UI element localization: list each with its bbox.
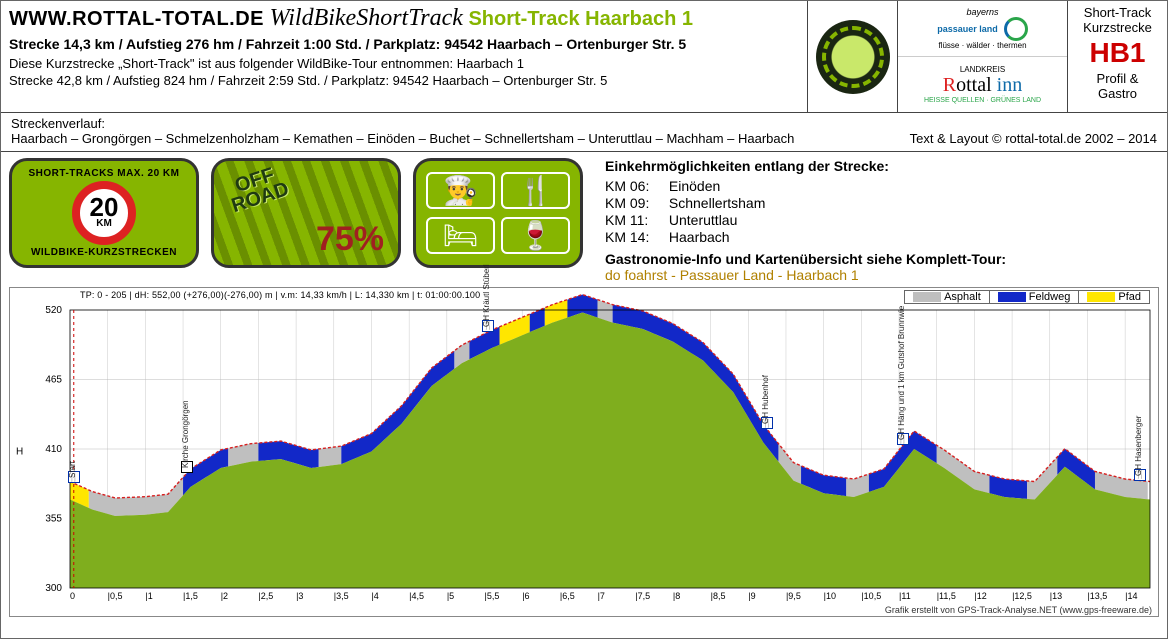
badge-20km: SHORT-TRACKS MAX. 20 KM 20 KM WILDBIKE-K…	[9, 158, 199, 268]
brand-script: WildBikeShortTrack	[270, 5, 463, 31]
svg-text:|7: |7	[598, 591, 605, 601]
svg-text:|14: |14	[1125, 591, 1137, 601]
gastro-row: KM 14: Haarbach	[605, 229, 1159, 245]
bed-icon: 🛏	[426, 217, 495, 254]
svg-text:|7,5: |7,5	[635, 591, 650, 601]
gastro-row: KM 09: Schnellertsham	[605, 195, 1159, 211]
partner2-line3: HEISSE QUELLEN · GRÜNES LAND	[924, 97, 1041, 104]
svg-text:|3,5: |3,5	[334, 591, 349, 601]
svg-text:|10: |10	[824, 591, 836, 601]
track-code: HB1	[1072, 37, 1163, 69]
gear-icon	[816, 20, 890, 94]
y-axis-label: H	[16, 447, 23, 458]
svg-text:300: 300	[45, 583, 62, 594]
svg-text:|4,5: |4,5	[409, 591, 424, 601]
wine-icon: 🍷	[501, 217, 570, 254]
route-bar: Streckenverlauf: Haarbach – Grongörgen –…	[1, 113, 1167, 152]
chef-hat-icon: 👨‍🍳	[426, 172, 495, 209]
code-line-a: Short-Track	[1072, 5, 1163, 20]
svg-text:|6: |6	[522, 591, 529, 601]
partner1-line1: bayerns	[966, 7, 998, 17]
gastro-heading: Einkehrmöglichkeiten entlang der Strecke…	[605, 158, 1159, 174]
svg-text:|9: |9	[748, 591, 755, 601]
chart-credit: Grafik erstellt von GPS-Track-Analyse.NE…	[885, 605, 1152, 615]
svg-text:|2,5: |2,5	[258, 591, 273, 601]
svg-text:|11: |11	[899, 591, 911, 601]
waypoint-label: GH Hubenhof	[761, 375, 770, 424]
gastro-panel: Einkehrmöglichkeiten entlang der Strecke…	[595, 158, 1159, 283]
gastro-row: KM 11: Unteruttlau	[605, 212, 1159, 228]
svg-text:|1: |1	[145, 591, 152, 601]
partner-logos: bayerns passauer land flüsse · wälder · …	[897, 1, 1067, 112]
badge1-num: 20	[90, 197, 119, 218]
swirl-icon	[1004, 17, 1028, 41]
short-stats: Strecke 14,3 km / Aufstieg 276 hm / Fahr…	[9, 36, 799, 52]
svg-text:410: 410	[45, 444, 62, 455]
svg-text:520: 520	[45, 305, 62, 316]
gastro-link[interactable]: do foahrst - Passauer Land - Haarbach 1	[605, 267, 1159, 283]
svg-text:|12: |12	[974, 591, 986, 601]
svg-text:355: 355	[45, 514, 62, 525]
svg-text:465: 465	[45, 375, 62, 386]
svg-text:|13,5: |13,5	[1087, 591, 1107, 601]
copyright: Text & Layout © rottal-total.de 2002 – 2…	[910, 131, 1157, 146]
svg-text:|12,5: |12,5	[1012, 591, 1032, 601]
svg-text:|10,5: |10,5	[861, 591, 881, 601]
svg-text:|13: |13	[1050, 591, 1062, 601]
badge-amenities: 👨‍🍳 🍴 🛏 🍷	[413, 158, 583, 268]
svg-text:|5: |5	[447, 591, 454, 601]
svg-text:|3: |3	[296, 591, 303, 601]
mid-row: SHORT-TRACKS MAX. 20 KM 20 KM WILDBIKE-K…	[1, 152, 1167, 287]
svg-text:|11,5: |11,5	[937, 591, 956, 601]
waypoint-label: GH Häng und 1 km Gutshof Brunnwie	[897, 306, 906, 440]
rottal-logo: Rottal inn	[943, 74, 1022, 97]
page-title: Short-Track Haarbach 1	[468, 8, 693, 30]
badge1-top: SHORT-TRACKS MAX. 20 KM	[29, 168, 180, 179]
code-line-c: Profil &	[1072, 71, 1163, 86]
svg-text:|0,5: |0,5	[108, 591, 123, 601]
partner2-line1: LANDKREIS	[960, 65, 1005, 74]
waypoint-label: Kirche Grongörgen	[181, 401, 190, 469]
site-url: WWW.ROTTAL-TOTAL.DE	[9, 8, 264, 30]
waypoint-label: Start	[68, 461, 77, 478]
svg-text:|6,5: |6,5	[560, 591, 575, 601]
route-label: Streckenverlauf:	[11, 116, 794, 131]
gastro-foot: Gastronomie-Info und Kartenübersicht sie…	[605, 251, 1159, 267]
full-stats: Strecke 42,8 km / Aufstieg 824 hm / Fahr…	[9, 73, 799, 88]
wildbike-gear-logo	[807, 1, 897, 112]
cutlery-icon: 🍴	[501, 172, 570, 209]
code-line-d: Gastro	[1072, 86, 1163, 101]
svg-text:|8,5: |8,5	[711, 591, 726, 601]
header: WWW.ROTTAL-TOTAL.DE WildBikeShortTrack S…	[1, 1, 1167, 113]
partner1-line3: flüsse · wälder · thermen	[938, 41, 1026, 50]
svg-text:|1,5: |1,5	[183, 591, 198, 601]
svg-text:|9,5: |9,5	[786, 591, 801, 601]
desc-line: Diese Kurzstrecke „Short-Track" ist aus …	[9, 56, 799, 71]
svg-text:|5,5: |5,5	[485, 591, 500, 601]
badge-offroad: OFFROAD 75%	[211, 158, 401, 268]
header-text: WWW.ROTTAL-TOTAL.DE WildBikeShortTrack S…	[1, 1, 807, 112]
elevation-chart: TP: 0 - 205 | dH: 552,00 (+276,00)(-276,…	[9, 287, 1159, 617]
waypoint-label: GH Hasenberger	[1134, 415, 1143, 475]
svg-text:|4: |4	[371, 591, 378, 601]
gastro-row: KM 06: Einöden	[605, 178, 1159, 194]
svg-text:|8: |8	[673, 591, 680, 601]
svg-text:0: 0	[70, 591, 75, 601]
badge1-bot: WILDBIKE-KURZSTRECKEN	[31, 247, 177, 258]
svg-text:|2: |2	[221, 591, 228, 601]
route-text: Haarbach – Grongörgen – Schmelzenholzham…	[11, 131, 794, 146]
waypoint-label: GH Kräutl Stüberl	[482, 264, 491, 327]
offroad-pct: 75%	[316, 220, 384, 259]
speed-sign-icon: 20 KM	[72, 181, 136, 245]
badge1-unit: KM	[96, 218, 112, 229]
partner1-line2: passauer land	[937, 24, 998, 34]
code-line-b: Kurzstrecke	[1072, 20, 1163, 35]
track-code-box: Short-Track Kurzstrecke HB1 Profil & Gas…	[1067, 1, 1167, 112]
